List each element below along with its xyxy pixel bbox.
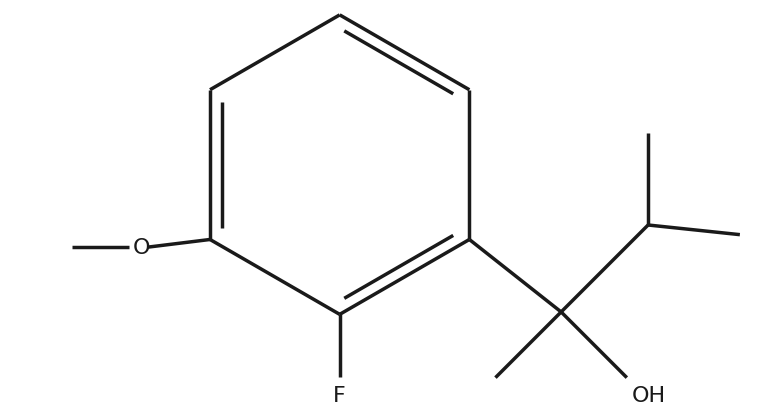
Text: F: F	[334, 385, 346, 405]
Text: OH: OH	[632, 385, 666, 405]
Text: O: O	[133, 238, 151, 258]
